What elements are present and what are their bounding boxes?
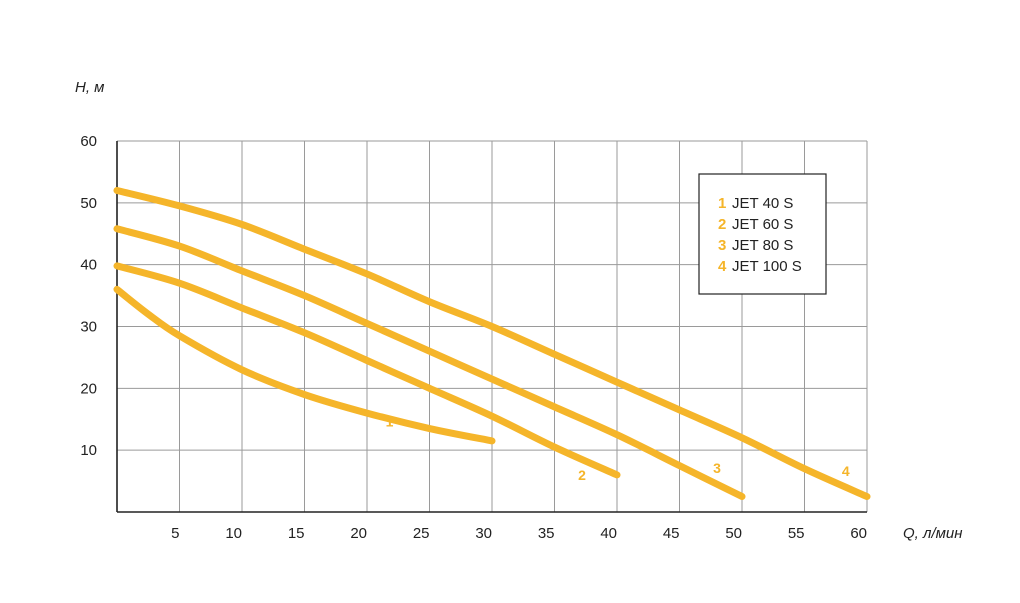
y-axis-title: H, м	[75, 79, 104, 96]
legend-label-4: JET 100 S	[732, 258, 802, 275]
series-line-1	[113, 285, 496, 445]
x-tick-label: 30	[475, 525, 492, 542]
x-tick-label: 25	[413, 525, 430, 542]
series-line-3	[113, 225, 746, 501]
y-tick-label: 10	[80, 442, 97, 459]
y-tick-label: 20	[80, 380, 97, 397]
legend-label-3: JET 80 S	[732, 237, 793, 254]
legend-number-2: 2	[718, 216, 726, 233]
x-tick-label: 55	[788, 525, 805, 542]
x-tick-label: 45	[663, 525, 680, 542]
series-line-4	[113, 186, 871, 501]
x-tick-label: 5	[171, 525, 179, 542]
curve-label-2: 2	[578, 467, 586, 483]
legend-label-2: JET 60 S	[732, 216, 793, 233]
x-tick-label: 60	[850, 525, 867, 542]
x-tick-label: 15	[288, 525, 305, 542]
legend-box	[698, 173, 827, 295]
x-tick-label: 40	[600, 525, 617, 542]
curve-label-1: 1	[386, 414, 394, 430]
series-line-2	[113, 262, 621, 479]
legend-items: 1 JET 40 S 2 JET 60 S 3 JET 80 S 4 JET 100 S	[718, 195, 802, 275]
legend-number-1: 1	[718, 195, 726, 212]
x-tick-label: 20	[350, 525, 367, 542]
axes: 5 10 15 20 25 30 35 40 45 50 55 60 10 20 30 40 50 60	[80, 133, 867, 542]
curve-labels: 1 2 3 4	[386, 414, 850, 483]
y-tick-label: 60	[80, 133, 97, 150]
x-tick-label: 10	[225, 525, 242, 542]
y-tick-label: 50	[80, 195, 97, 212]
x-axis-title: Q, л/мин	[903, 525, 963, 542]
curve-label-3: 3	[713, 460, 721, 476]
legend: 1 JET 40 S 2 JET 60 S 3 JET 80 S 4 JET 100 S	[698, 173, 827, 295]
series-lines	[113, 186, 871, 501]
curve-label-4: 4	[842, 463, 850, 479]
y-tick-label: 40	[80, 257, 97, 274]
x-tick-label: 35	[538, 525, 555, 542]
x-tick-label: 50	[725, 525, 742, 542]
y-tick-label: 30	[80, 319, 97, 336]
legend-number-3: 3	[718, 237, 726, 254]
legend-number-4: 4	[718, 258, 727, 275]
legend-label-1: JET 40 S	[732, 195, 793, 212]
